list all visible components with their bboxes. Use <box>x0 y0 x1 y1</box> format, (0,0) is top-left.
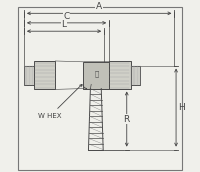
Text: ➰: ➰ <box>95 70 99 77</box>
Text: H: H <box>178 103 185 112</box>
Text: L: L <box>62 20 67 29</box>
Bar <box>34 61 55 89</box>
Bar <box>24 66 34 85</box>
Bar <box>83 62 109 89</box>
Text: A: A <box>96 2 102 11</box>
Bar <box>131 66 140 85</box>
Bar <box>109 61 131 89</box>
Text: C: C <box>63 12 70 21</box>
Text: R: R <box>124 115 130 123</box>
Text: W HEX: W HEX <box>38 84 82 119</box>
